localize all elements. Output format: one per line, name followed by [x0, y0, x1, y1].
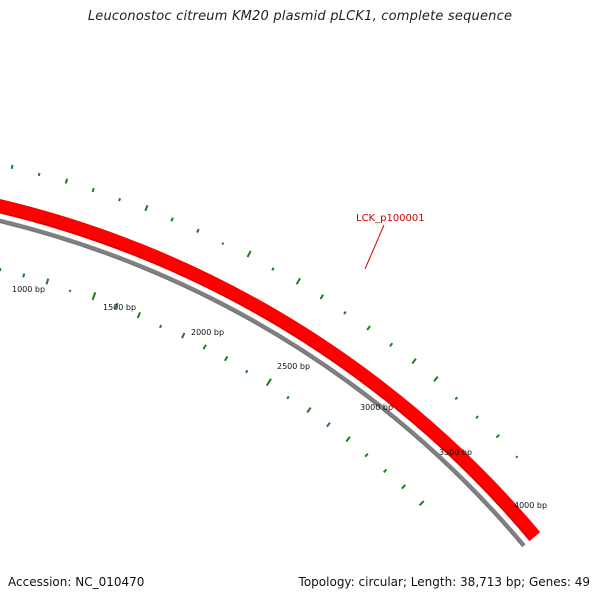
backbone-arc-shadow — [0, 222, 523, 548]
inner-gc-mark — [136, 312, 142, 319]
inner-gc-mark — [265, 378, 272, 387]
inner-gc-mark — [114, 302, 119, 309]
outer-gc-mark — [246, 250, 252, 258]
inner-gc-mark — [181, 332, 186, 339]
gene-arc[interactable] — [0, 179, 541, 542]
gene-arc-edge — [0, 211, 531, 541]
inner-gc-mark — [45, 278, 50, 285]
inner-gc-mark — [158, 324, 163, 329]
outer-gc-mark — [64, 178, 69, 184]
outer-gc-mark — [454, 396, 459, 401]
map-title: Leuconostoc citreum KM20 plasmid pLCK1, … — [87, 9, 513, 24]
outer-gc-marks — [10, 164, 519, 459]
bp-tick-label: 1000 bp — [12, 285, 45, 294]
inner-gc-marks — [0, 268, 425, 506]
inner-gc-mark — [418, 500, 425, 506]
inner-gc-mark — [91, 292, 97, 301]
inner-gc-mark — [0, 268, 2, 272]
inner-gc-mark — [383, 468, 388, 474]
inner-gc-mark — [306, 407, 312, 414]
outer-gc-mark — [144, 204, 149, 212]
outer-gc-mark — [319, 294, 325, 300]
bp-scale: 1000 bp 1500 bp 2000 bp 2500 bp 3000 bp 3500 … — [12, 285, 547, 510]
outer-gc-mark — [37, 172, 41, 177]
outer-gc-mark — [196, 228, 200, 234]
outer-gc-mark — [433, 375, 439, 382]
outer-gc-mark — [343, 311, 347, 315]
outer-gc-mark — [475, 415, 479, 419]
inner-gc-mark — [224, 355, 229, 362]
outer-gc-mark — [411, 358, 417, 365]
gene-label-lck-p100001[interactable]: LCK_p100001 — [356, 213, 425, 224]
inner-gc-mark — [364, 452, 369, 458]
outer-gc-mark — [389, 342, 394, 347]
inner-gc-mark — [245, 369, 249, 374]
outer-gc-mark — [10, 164, 14, 170]
outer-gc-mark — [170, 217, 174, 222]
inner-gc-mark — [202, 344, 207, 350]
bp-tick-label: 3500 bp — [439, 448, 472, 457]
inner-gc-mark — [401, 484, 407, 490]
outer-gc-mark — [221, 242, 225, 245]
outer-gc-mark — [366, 325, 371, 331]
bp-tick-label: 1500 bp — [103, 303, 136, 312]
inner-gc-mark — [22, 273, 26, 278]
bp-tick-label: 4000 bp — [514, 501, 547, 510]
outer-gc-mark — [91, 187, 95, 193]
inner-gc-mark — [68, 289, 72, 293]
inner-gc-mark — [326, 422, 331, 428]
inner-gc-mark — [345, 436, 351, 443]
topology-summary: Topology: circular; Length: 38,713 bp; G… — [298, 575, 590, 589]
outer-gc-mark — [495, 434, 500, 439]
bp-tick-label: 3000 bp — [360, 403, 393, 412]
accession-text: Accession: NC_010470 — [8, 575, 145, 589]
outer-gc-mark — [515, 455, 519, 459]
backbone-arc — [0, 218, 526, 547]
outer-gc-mark — [295, 277, 301, 285]
inner-gc-mark — [286, 395, 290, 400]
bp-tick-label: 2500 bp — [277, 362, 310, 371]
gene-callout-line — [364, 224, 385, 270]
outer-gc-mark — [271, 267, 275, 271]
outer-gc-mark — [118, 197, 122, 202]
bp-tick-label: 2000 bp — [191, 328, 224, 337]
